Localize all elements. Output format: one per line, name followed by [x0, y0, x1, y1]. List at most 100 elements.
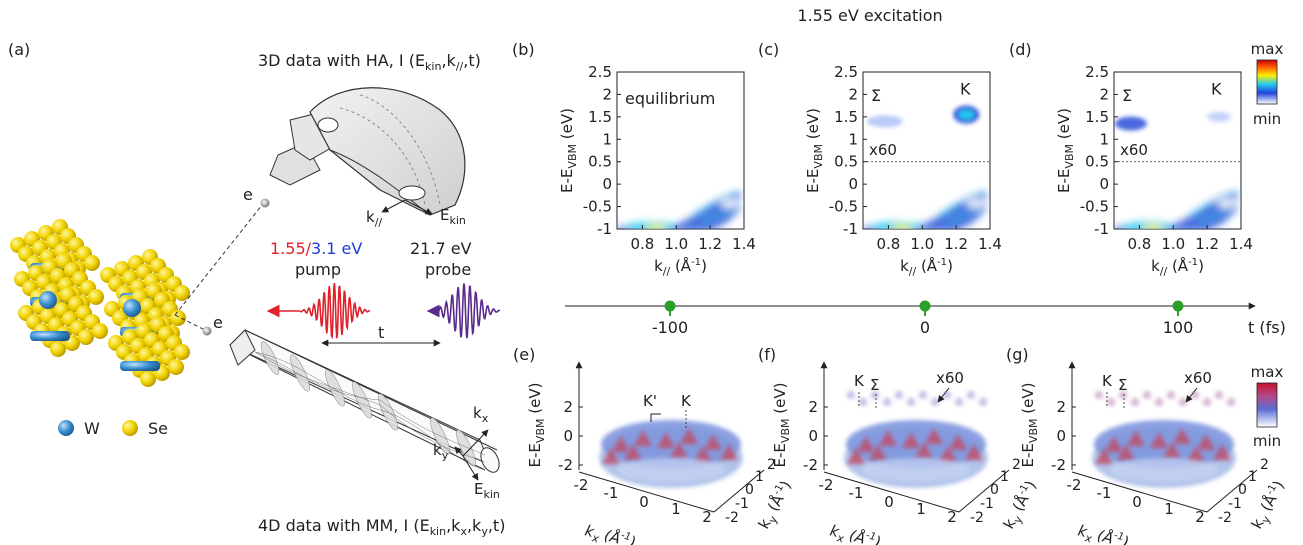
x-tick-label: 1.2	[698, 235, 722, 253]
z-tick-label: -2	[1051, 456, 1066, 474]
w-atom	[39, 291, 57, 309]
band-surface	[1092, 420, 1236, 488]
timeline-label: t (fs)	[1248, 318, 1286, 337]
y-tick-label: 2	[848, 85, 858, 103]
se-atom	[78, 329, 94, 345]
delay-timeline: -100 0 100 t (fs)	[565, 300, 1286, 337]
kx-tick-label: -2	[574, 476, 589, 494]
y-tick-label: 0.5	[1085, 153, 1109, 171]
y-tick-label: 0	[848, 175, 858, 193]
sigma-label: Σ	[1122, 86, 1132, 105]
w-atom	[123, 299, 141, 317]
electron-icon-ha	[260, 198, 270, 208]
pulse-wave	[299, 283, 371, 340]
excitation-title: 1.55 eV excitation	[797, 6, 942, 25]
ha-title: 3D data with HA, I (Ekin,k//,t)	[258, 51, 481, 73]
y-tick-label: 2	[602, 85, 612, 103]
scale-label: x60	[1120, 141, 1148, 159]
y-tick-label: 2.5	[588, 63, 612, 81]
kx-tick-label: 0	[884, 493, 894, 511]
kx-tick-label: -1	[849, 484, 864, 502]
k-label: K	[854, 372, 865, 390]
z-tick-label: 0	[1056, 427, 1066, 445]
cbar-min-label: min	[1253, 110, 1281, 128]
timeline-marker	[919, 300, 931, 312]
electron-label-mm: e	[213, 313, 223, 332]
ky-arrow	[454, 446, 464, 457]
x-tick-label: 1.0	[664, 235, 688, 253]
pump-energy: 1.55/3.1 eV	[270, 239, 362, 258]
y-tick-label: -1	[597, 220, 612, 238]
panel-label-c: (c)	[758, 40, 779, 59]
ky-label: ky	[433, 441, 449, 462]
ky-tick-label: 1	[755, 469, 764, 485]
timeline-tick-label: -100	[652, 318, 688, 337]
pump-pulse	[266, 283, 371, 340]
se-atom	[92, 323, 108, 339]
ekin-label-ha: Ekin	[440, 206, 466, 227]
ky-axis-label: ky (Å-1)	[999, 477, 1043, 533]
panel-label-a: (a)	[8, 40, 30, 59]
kx-axis-label: kx (Å-1)	[1075, 520, 1131, 545]
y-tick-label: -1	[1094, 220, 1109, 238]
x-tick-label: 1.2	[944, 235, 968, 253]
wse2-crystal-illustration	[10, 219, 190, 387]
excited-state-intensity	[847, 391, 987, 406]
k-par-label: k//	[366, 208, 382, 229]
y-tick-label: 0.5	[588, 153, 612, 171]
k-label: K	[681, 392, 692, 410]
sigma-label: Σ	[871, 86, 881, 105]
ky-tick-label: 2	[1012, 457, 1021, 473]
probe-energy: 21.7 eV	[410, 239, 472, 258]
kx-axis-label: kx (Å-1)	[827, 520, 883, 545]
z-tick-label: 0	[563, 427, 573, 445]
band-surface	[844, 420, 988, 488]
x-tick-label: 1.0	[910, 235, 934, 253]
kx-tick-label: -1	[1097, 484, 1112, 502]
se-atom	[140, 371, 156, 387]
kx-tick-label: 2	[947, 508, 957, 526]
band-surface	[599, 420, 743, 488]
z-tick-label: -2	[803, 456, 818, 474]
x-tick-label: 1.2	[1195, 235, 1219, 253]
y-tick-label: -0.5	[1080, 198, 1109, 216]
panel-label-f: (f)	[758, 345, 776, 364]
y-tick-label: -1	[843, 220, 858, 238]
y-tick-label: 0	[602, 175, 612, 193]
panel-label-d: (d)	[1009, 40, 1032, 59]
scale-label: x60	[1184, 369, 1212, 387]
y-tick-label: -0.5	[583, 198, 612, 216]
arpes-panel-b: (b) equilibrium 2.5 2 1.5 1 0.5 0 -0.5 -1 0.8 1.0 1.…	[512, 40, 756, 278]
probe-label: probe	[425, 260, 471, 279]
cbar-min-label: min	[1253, 432, 1281, 450]
kx-tick-label: 2	[1195, 508, 1205, 526]
y-tick-label: 2	[1099, 85, 1109, 103]
legend-se: Se	[148, 419, 168, 438]
x-tick-label: 1.4	[732, 235, 756, 253]
kx-tick-label: -1	[604, 484, 619, 502]
kx-tick-label: -2	[1067, 476, 1082, 494]
x-tick-label: 0.8	[1127, 235, 1151, 253]
ekin-arrow-ha	[404, 199, 433, 215]
kx-tick-label: 2	[702, 508, 712, 526]
z-tick-label: 0	[808, 427, 818, 445]
sigma-label: Σ	[1118, 376, 1127, 394]
w-layer	[120, 361, 160, 371]
panel-label-b: (b)	[512, 40, 535, 59]
electron-path-ha	[174, 204, 263, 316]
k-par-arrow	[381, 199, 406, 213]
ky-tick-label: 0	[745, 482, 754, 498]
electron-path-mm	[174, 314, 206, 331]
cbar-max-label: max	[1251, 40, 1284, 58]
ky-tick-label: 2	[767, 457, 776, 473]
equilibrium-label: equilibrium	[625, 89, 715, 108]
z-axis-label: E-EVBM (eV)	[1019, 383, 1040, 468]
y-axis-label: E-EVBM (eV)	[558, 108, 579, 193]
w-atom-icon	[58, 420, 74, 436]
kx-tick-label: 0	[1132, 493, 1142, 511]
kx-arrow	[462, 429, 489, 457]
ky-tick-label: 0	[1238, 482, 1247, 498]
timeline-tick-label: 0	[920, 318, 930, 337]
ky-axis-label: ky (Å-1)	[754, 477, 798, 533]
